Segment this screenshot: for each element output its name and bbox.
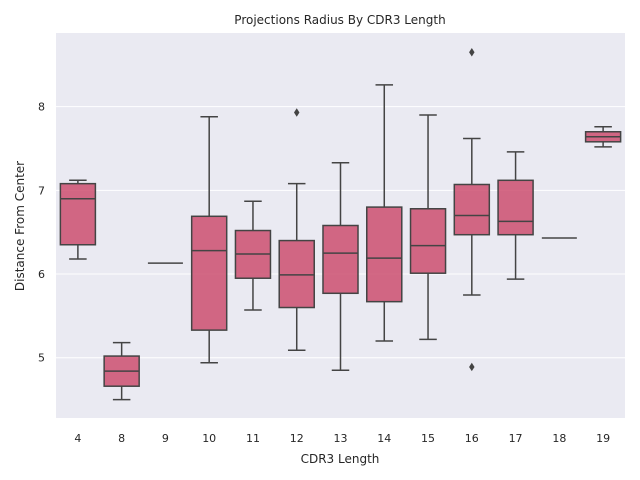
x-tick-label: 9 (162, 432, 169, 445)
y-tick-label: 5 (38, 352, 45, 365)
box-group-8 (103, 341, 140, 401)
box-group-15 (409, 114, 447, 341)
y-tick-label: 7 (38, 184, 45, 197)
box-iqr (366, 206, 403, 303)
outlier-point (294, 108, 300, 117)
x-tick-label: 12 (290, 432, 304, 445)
x-tick-label: 4 (74, 432, 81, 445)
outlier-point (469, 48, 475, 57)
x-tick-label: 15 (421, 432, 435, 445)
box-group-10 (190, 115, 228, 364)
box-group-4 (59, 179, 97, 260)
box-group-12 (278, 108, 315, 351)
x-tick-label: 8 (118, 432, 125, 445)
box-iqr (59, 182, 97, 246)
y-axis-label: Distance From Center (13, 161, 27, 291)
x-tick-label: 17 (509, 432, 523, 445)
x-tick-label: 10 (202, 432, 216, 445)
y-tick-label: 6 (38, 268, 45, 281)
x-tick-label: 14 (377, 432, 391, 445)
x-tick-label: 11 (246, 432, 260, 445)
box-group-17 (497, 151, 534, 280)
box-iqr (409, 208, 447, 274)
box-iqr (497, 179, 534, 236)
box-iqr (190, 215, 228, 331)
x-tick-label: 16 (465, 432, 479, 445)
box-series (59, 48, 622, 401)
x-tick-label: 13 (334, 432, 348, 445)
box-iqr (278, 239, 315, 309)
x-axis-label: CDR3 Length (301, 452, 380, 466)
x-tick-label: 19 (596, 432, 610, 445)
y-tick-labels: 5 6 7 8 (38, 101, 45, 365)
y-tick-label: 8 (38, 101, 45, 114)
box-group-13 (322, 161, 359, 372)
box-group-11 (234, 200, 272, 311)
box-group-16 (453, 48, 491, 372)
box-group-19 (584, 125, 622, 148)
outlier-point (469, 362, 475, 372)
x-tick-labels: 4 8 9 10 11 12 13 14 15 16 17 18 19 (74, 432, 610, 445)
x-tick-label: 18 (552, 432, 566, 445)
box-iqr (322, 224, 359, 295)
box-iqr (453, 183, 491, 236)
box-group-14 (366, 84, 403, 342)
chart-title: Projections Radius By CDR3 Length (234, 13, 445, 27)
